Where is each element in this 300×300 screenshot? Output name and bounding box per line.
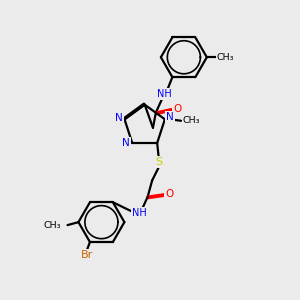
Text: CH₃: CH₃ (216, 53, 234, 62)
Text: N: N (116, 113, 123, 123)
Text: CH₃: CH₃ (183, 116, 200, 125)
Text: O: O (165, 189, 173, 199)
Text: NH: NH (132, 208, 147, 218)
Text: N: N (122, 138, 130, 148)
Text: S: S (155, 157, 162, 167)
Text: CH₃: CH₃ (43, 220, 61, 230)
Text: N: N (166, 112, 174, 122)
Text: O: O (173, 104, 181, 114)
Text: Br: Br (81, 250, 93, 260)
Text: NH: NH (157, 89, 172, 99)
